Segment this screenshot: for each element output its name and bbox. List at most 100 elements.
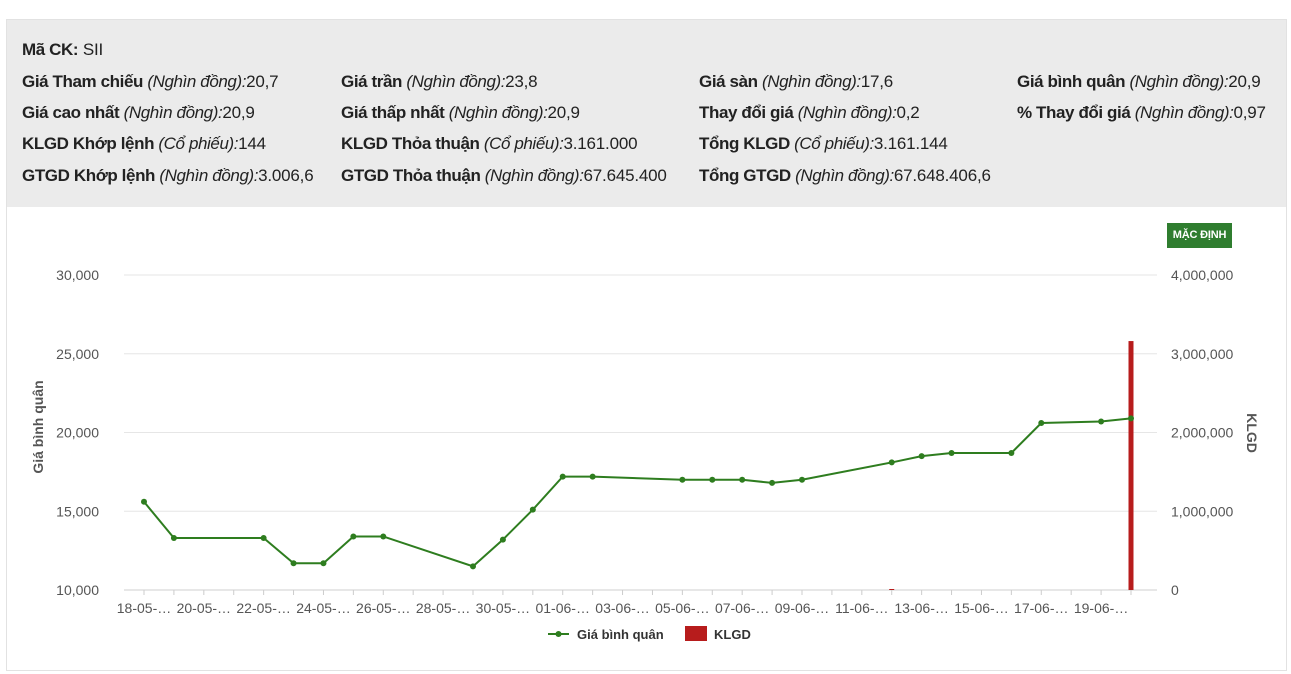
price-point — [1098, 418, 1105, 425]
info-unit: (Nghìn đồng): — [159, 166, 259, 185]
price-point — [948, 449, 955, 456]
info-label: Tổng GTGD — [699, 166, 796, 185]
info-value: 20,7 — [246, 72, 279, 91]
x-tick-label: 17-06-… — [1014, 600, 1068, 616]
price-point — [559, 473, 566, 480]
price-point — [499, 536, 506, 543]
info-cell: Giá trần (Nghìn đồng):23,8 — [341, 72, 538, 92]
x-tick-label: 24-05-… — [296, 600, 350, 616]
price-series-line — [143, 417, 1132, 568]
x-tick-label: 07-06-… — [715, 600, 769, 616]
price-point — [918, 453, 925, 460]
info-value: 20,9 — [222, 103, 255, 122]
info-cell: Thay đổi giá (Nghìn đồng):0,2 — [699, 103, 920, 123]
info-unit: (Nghìn đồng): — [797, 103, 897, 122]
left-axis-ticks: 10,000 15,000 20,000 25,000 30,000 — [56, 267, 99, 598]
x-axis: 18-05-… 20-05-… 22-05-… 24-05-… 26-05-… 28-05… — [117, 589, 1157, 616]
info-unit: (Nghìn đồng): — [1129, 72, 1229, 91]
y2-tick-label: 2,000,000 — [1171, 425, 1233, 441]
info-unit: (Nghìn đồng): — [406, 72, 506, 91]
info-value: 3.006,6 — [258, 166, 314, 185]
info-unit: (Cổ phiếu): — [794, 134, 874, 153]
info-value: 144 — [238, 134, 266, 153]
x-tick-label: 22-05-… — [236, 600, 290, 616]
price-point — [529, 506, 536, 513]
legend-label: KLGD — [714, 627, 751, 642]
info-cell: Giá Tham chiếu (Nghìn đồng):20,7 — [22, 72, 279, 92]
price-point — [739, 476, 746, 483]
ticker-value: SII — [82, 40, 104, 59]
price-point — [1128, 415, 1134, 422]
info-value: 67.645.400 — [583, 166, 667, 185]
price-point — [380, 533, 387, 540]
info-label: Giá bình quân — [1017, 72, 1130, 91]
info-unit: (Nghìn đồng): — [147, 72, 247, 91]
volume-bar — [1128, 341, 1134, 590]
info-value: 20,9 — [1228, 72, 1261, 91]
price-point — [769, 479, 776, 486]
info-unit: (Nghìn đồng): — [448, 103, 548, 122]
info-unit: (Nghìn đồng): — [484, 166, 584, 185]
x-tick-label: 18-05-… — [117, 600, 171, 616]
y-tick-label: 25,000 — [56, 346, 99, 362]
x-tick-label: 30-05-… — [476, 600, 530, 616]
info-label: Giá Tham chiếu — [22, 72, 148, 91]
info-value: 3.161.144 — [873, 134, 948, 153]
info-label: GTGD Thỏa thuận — [341, 166, 485, 185]
price-point — [888, 459, 895, 466]
price-point — [709, 476, 716, 483]
info-cell: Tổng KLGD (Cổ phiếu):3.161.144 — [699, 134, 948, 154]
price-point — [799, 476, 805, 483]
price-point — [260, 535, 267, 542]
info-value: 20,9 — [547, 103, 580, 122]
info-label: Giá cao nhất — [22, 103, 124, 122]
y-tick-label: 10,000 — [56, 582, 99, 598]
info-cell: GTGD Thỏa thuận (Nghìn đồng):67.645.400 — [341, 166, 667, 186]
info-cell: Giá bình quân (Nghìn đồng):20,9 — [1017, 72, 1261, 92]
y2-tick-label: 1,000,000 — [1171, 503, 1233, 519]
info-value: 17,6 — [860, 72, 894, 91]
info-cell: % Thay đổi giá (Nghìn đồng):0,97 — [1017, 103, 1266, 123]
default-button[interactable]: MẶC ĐỊNH — [1167, 223, 1232, 248]
x-tick-label: 15-06-… — [954, 600, 1008, 616]
info-value: 0,97 — [1233, 103, 1266, 122]
x-tick-label: 28-05-… — [416, 600, 470, 616]
info-value: 67.648.406,6 — [893, 166, 991, 185]
y2-axis-label: KLGD — [1244, 413, 1260, 453]
x-tick-label: 01-06-… — [535, 600, 589, 616]
y2-tick-label: 4,000,000 — [1171, 267, 1233, 283]
info-unit: (Nghìn đồng): — [795, 166, 894, 185]
y-axis-label: Giá bình quân — [30, 380, 46, 473]
price-point — [350, 533, 357, 540]
x-tick-label: 09-06-… — [775, 600, 829, 616]
volume-bar — [889, 589, 895, 590]
info-label: Giá sàn — [699, 72, 762, 91]
x-tick-label: 05-06-… — [655, 600, 709, 616]
info-label: KLGD Thỏa thuận — [341, 134, 484, 153]
price-point — [679, 476, 686, 483]
right-axis-ticks: 0 1,000,000 2,000,000 3,000,000 4,000,000 — [1171, 267, 1233, 598]
info-label: GTGD Khớp lệnh — [22, 166, 160, 185]
info-cell: Giá cao nhất (Nghìn đồng):20,9 — [22, 103, 255, 123]
y-tick-label: 30,000 — [56, 267, 99, 283]
price-point — [589, 473, 596, 480]
legend-label: Giá bình quân — [577, 627, 664, 642]
info-value: 3.161.000 — [563, 134, 638, 153]
stock-info-panel: Mã CK: SII Giá Tham chiếu (Nghìn đồng):2… — [7, 20, 1286, 207]
info-cell: KLGD Khớp lệnh (Cổ phiếu):144 — [22, 134, 266, 154]
info-label: Giá trần — [341, 72, 407, 91]
chart-legend: Giá bình quân KLGD — [548, 626, 751, 642]
price-point — [1008, 449, 1015, 456]
info-unit: (Nghìn đồng): — [761, 72, 861, 91]
price-point — [170, 535, 177, 542]
price-point — [470, 563, 476, 570]
info-unit: (Cổ phiếu): — [483, 134, 564, 153]
info-cell: Tổng GTGD (Nghìn đồng):67.648.406,6 — [699, 166, 991, 186]
price-volume-chart: 10,000 15,000 20,000 25,000 30,000 0 1,000,00… — [30, 267, 1260, 642]
info-unit: (Nghìn đồng): — [123, 103, 223, 122]
info-unit: (Cổ phiếu): — [158, 134, 239, 153]
info-label: Giá thấp nhất — [341, 103, 449, 122]
volume-bars — [889, 341, 1134, 590]
y2-tick-label: 0 — [1171, 582, 1179, 598]
info-label: KLGD Khớp lệnh — [22, 134, 159, 153]
